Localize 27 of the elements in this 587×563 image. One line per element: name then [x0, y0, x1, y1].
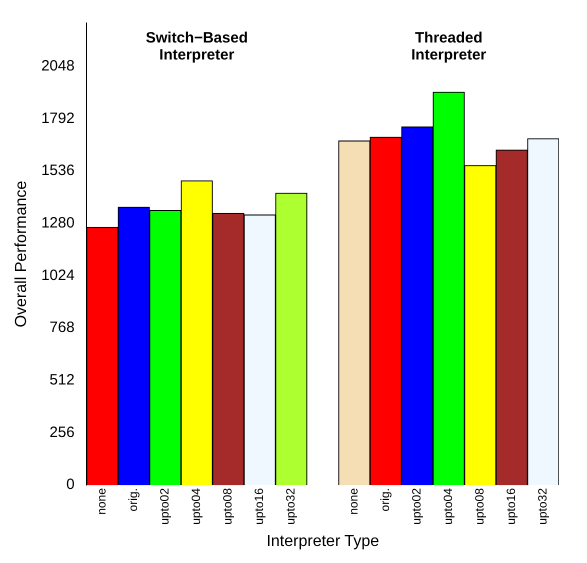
y-tick-label: 2048	[41, 57, 75, 74]
y-tick-label: 1024	[41, 266, 75, 284]
x-tick-label: upto04	[189, 488, 204, 525]
x-tick-label: upto16	[504, 488, 518, 525]
y-tick-label: 1536	[41, 162, 75, 180]
annotation: Threaded Interpreter	[411, 30, 486, 64]
x-tick-label: upto32	[284, 488, 298, 525]
y-axis-title: Overall Performance	[13, 180, 30, 328]
x-tick-label: orig.	[378, 488, 392, 512]
x-tick-label: none	[94, 488, 109, 515]
y-tick-label: 256	[50, 424, 75, 441]
x-tick-label: upto32	[536, 488, 550, 525]
annotation: Switch−Based Interpreter	[146, 30, 248, 64]
x-axis-title: Interpreter Type	[266, 532, 380, 550]
y-tick-label: 768	[50, 319, 75, 336]
y-tick-label: 0	[66, 476, 75, 494]
x-tick-label: upto02	[158, 488, 172, 525]
x-tick-label: upto08	[220, 488, 235, 525]
y-tick-label: 512	[50, 372, 75, 389]
x-tick-label: none	[346, 488, 361, 515]
x-tick-label: upto02	[410, 488, 424, 525]
x-tick-label: upto16	[252, 488, 266, 525]
y-tick-label: 1792	[41, 110, 75, 127]
x-tick-label: orig.	[126, 488, 140, 512]
x-tick-label: upto04	[441, 488, 456, 525]
x-tick-label: upto08	[472, 488, 487, 525]
y-tick-label: 1280	[41, 214, 75, 232]
